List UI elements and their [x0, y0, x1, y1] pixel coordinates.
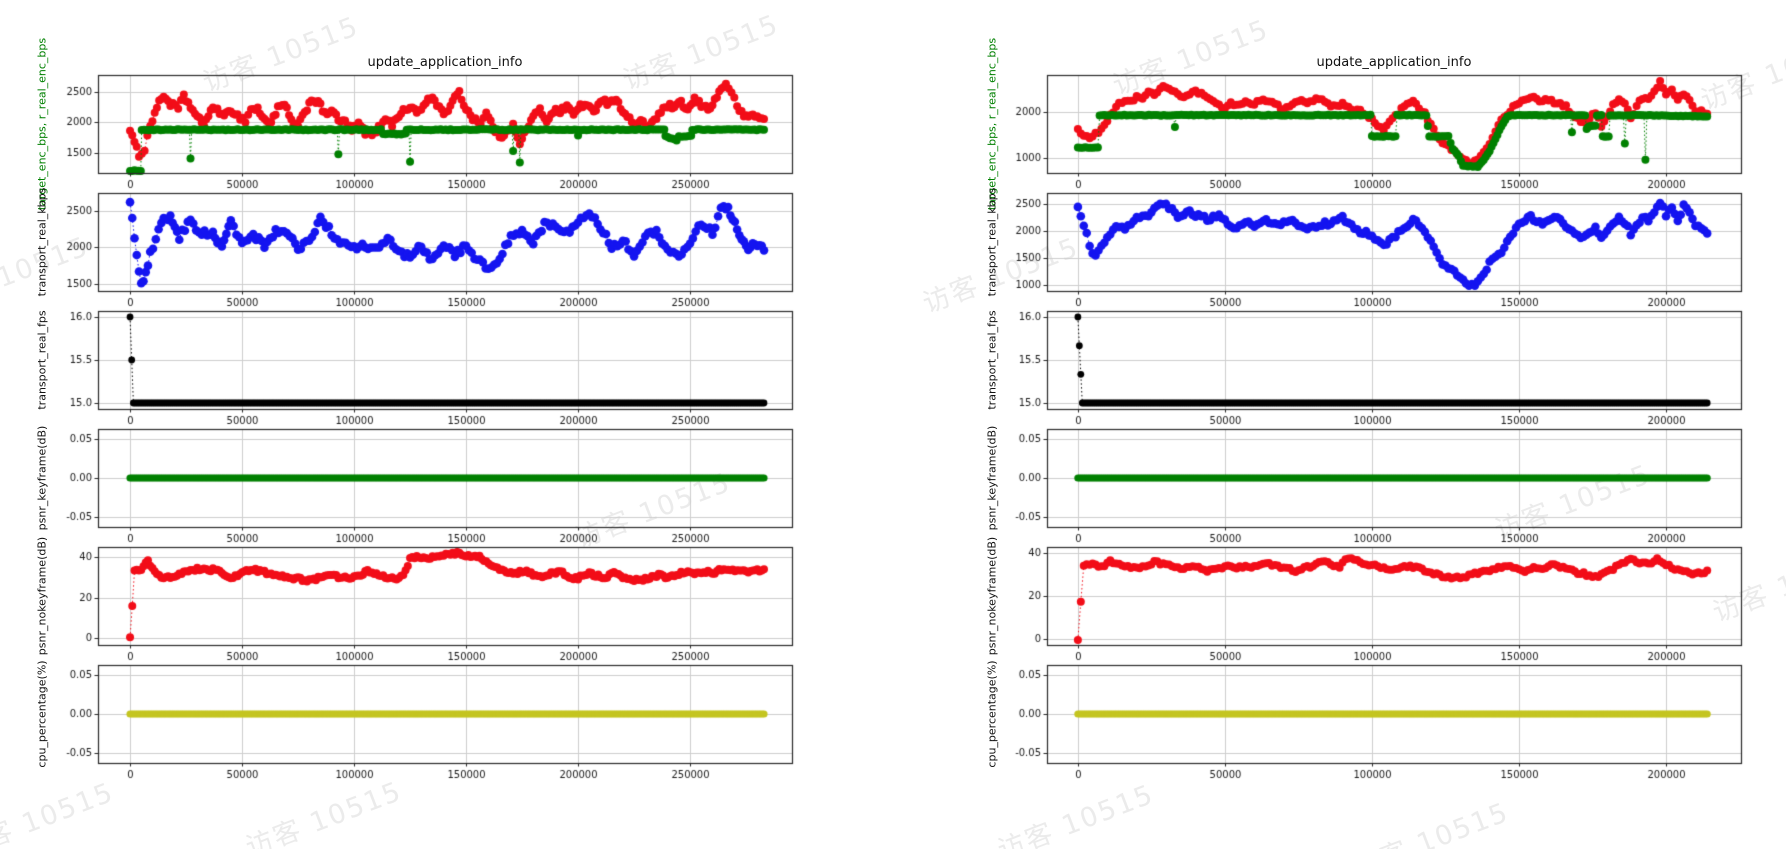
figure2-ylabel-transport-fps: transport_real_fps: [985, 310, 999, 410]
figure1-title: update_application_info: [367, 55, 523, 70]
figure2-title: update_application_info: [1316, 55, 1472, 70]
figure2-ylabel-transport-kbps: transport_real_kbps: [985, 187, 999, 297]
figure2-ylabel-psnr-nokeyframe: psnr_nokeyframe(dB): [985, 536, 999, 656]
figure1-ylabel-transport-fps: transport_real_fps: [35, 310, 49, 410]
figure1-ylabel-psnr-nokeyframe: psnr_nokeyframe(dB): [35, 536, 49, 656]
figure1-ylabel-cpu-percentage: cpu_percentage(%): [35, 660, 49, 768]
figure1-ylabel-enc-bps: target_enc_bps, r_real_enc_bps: [35, 37, 49, 211]
figure1-ylabel-transport-kbps: transport_real_kbps: [35, 187, 49, 297]
figure2-ylabel-cpu-percentage: cpu_percentage(%): [985, 660, 999, 768]
figure2-ylabel-psnr-keyframe: psnr_keyframe(dB): [985, 425, 999, 531]
figure2-ylabel-enc-bps: target_enc_bps, r_real_enc_bps: [985, 37, 999, 211]
figure1-ylabel-psnr-keyframe: psnr_keyframe(dB): [35, 425, 49, 531]
